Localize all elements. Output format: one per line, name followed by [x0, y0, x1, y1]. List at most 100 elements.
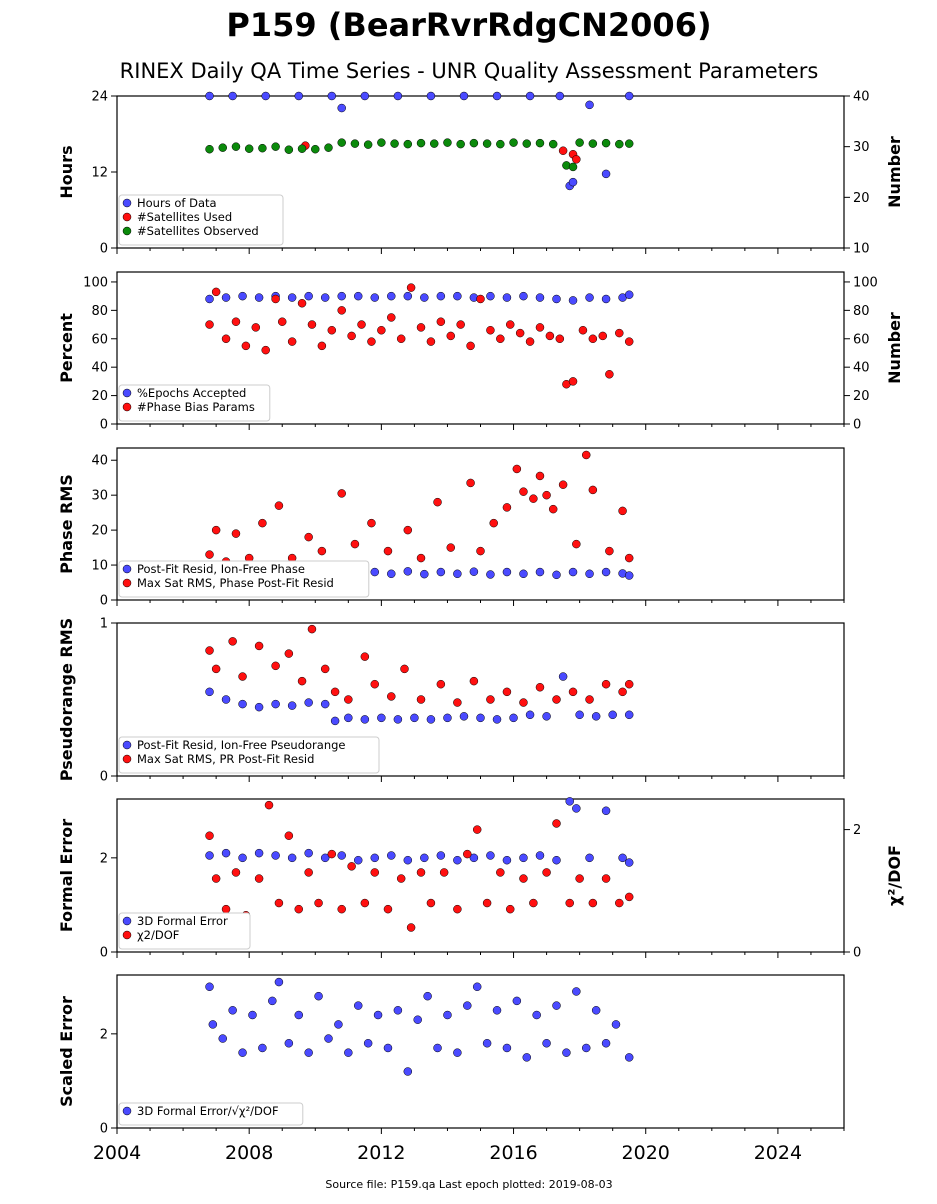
data-point	[585, 695, 594, 704]
data-point	[496, 139, 505, 149]
data-point	[601, 1039, 611, 1048]
data-point	[624, 679, 634, 689]
data-point	[436, 291, 446, 301]
panel-2: 0 20 40 60 80 100 0 20 40 60 80 100 Percent Number %Ep…	[57, 271, 904, 433]
data-point	[463, 849, 472, 859]
data-point	[542, 1039, 551, 1048]
data-point	[403, 855, 413, 865]
legend-entry: Post-Fit Resid, Ion-Free Phase	[137, 562, 305, 576]
data-point	[502, 687, 512, 697]
legend: Hours of Data#Satellites Used#Satellites…	[118, 194, 284, 246]
data-point	[231, 529, 241, 538]
data-point	[416, 138, 426, 148]
data-point	[294, 91, 303, 101]
data-point	[512, 996, 522, 1006]
y-right-tick-label: 20	[853, 389, 870, 404]
data-point	[601, 567, 611, 577]
data-point	[585, 853, 594, 863]
data-point	[572, 804, 581, 813]
data-point	[558, 480, 568, 489]
data-point	[572, 987, 581, 996]
data-point	[601, 294, 611, 304]
data-point	[624, 553, 634, 563]
data-point	[535, 323, 545, 332]
data-point	[486, 291, 495, 301]
legend-entry: #Satellites Used	[137, 210, 232, 224]
data-point	[436, 679, 446, 689]
data-point	[403, 525, 413, 535]
data-point	[519, 291, 528, 301]
data-point	[221, 334, 231, 344]
data-point	[406, 923, 416, 932]
data-point	[519, 569, 528, 579]
data-point	[396, 334, 406, 344]
data-point	[387, 851, 396, 860]
data-point	[244, 144, 254, 153]
data-point	[601, 138, 611, 148]
data-point	[324, 143, 333, 152]
data-point	[238, 699, 247, 709]
data-point	[601, 679, 611, 689]
data-point	[426, 337, 436, 346]
data-point	[211, 874, 221, 883]
y-tick-label: 1	[100, 617, 108, 632]
data-point	[238, 672, 247, 681]
y-right-tick-label: 20	[853, 191, 870, 206]
data-point	[271, 699, 280, 709]
data-point	[271, 851, 280, 860]
data-point	[320, 293, 330, 302]
data-point	[327, 325, 337, 335]
data-point	[205, 851, 214, 860]
data-point	[552, 570, 561, 580]
data-point	[307, 624, 317, 634]
data-point	[456, 320, 465, 329]
data-point	[505, 320, 515, 329]
data-point	[205, 91, 214, 101]
data-point	[512, 464, 522, 474]
data-point	[294, 904, 303, 914]
data-point	[624, 892, 634, 902]
data-point	[377, 138, 386, 147]
data-point	[311, 144, 320, 154]
data-point	[327, 91, 337, 101]
y-tick-label: 24	[91, 90, 108, 105]
data-point	[327, 849, 337, 859]
data-point	[403, 291, 413, 301]
data-point	[383, 904, 393, 914]
data-point	[390, 139, 399, 148]
data-point	[274, 501, 284, 510]
legend-marker	[122, 754, 132, 764]
data-point	[515, 328, 525, 338]
data-point	[605, 546, 614, 556]
data-point	[205, 982, 214, 992]
data-point	[205, 687, 214, 697]
y-right-tick-label: 0	[853, 946, 861, 961]
data-point	[205, 646, 214, 655]
data-point	[545, 331, 555, 341]
data-point	[492, 1006, 502, 1015]
data-point	[284, 145, 294, 154]
data-point	[211, 525, 221, 535]
legend-marker	[122, 930, 132, 940]
y-tick-label: 20	[91, 389, 108, 404]
series-points	[205, 91, 634, 191]
y-tick-label: 2	[100, 1027, 108, 1042]
data-point	[529, 494, 538, 503]
series-points	[301, 141, 581, 164]
y-right-tick-label: 30	[853, 140, 870, 155]
data-point	[334, 1020, 343, 1029]
data-point	[274, 977, 284, 987]
data-point	[228, 1006, 237, 1015]
data-point	[271, 294, 280, 304]
data-point	[472, 982, 482, 992]
data-point	[360, 715, 370, 724]
data-point	[496, 334, 505, 344]
data-point	[439, 868, 449, 877]
legend-entry: χ2/DOF	[137, 928, 179, 942]
data-point	[238, 853, 247, 863]
data-point	[492, 715, 502, 724]
series-points	[205, 624, 634, 707]
data-point	[420, 293, 429, 302]
y-tick-label: 40	[91, 454, 108, 469]
data-point	[615, 139, 624, 149]
